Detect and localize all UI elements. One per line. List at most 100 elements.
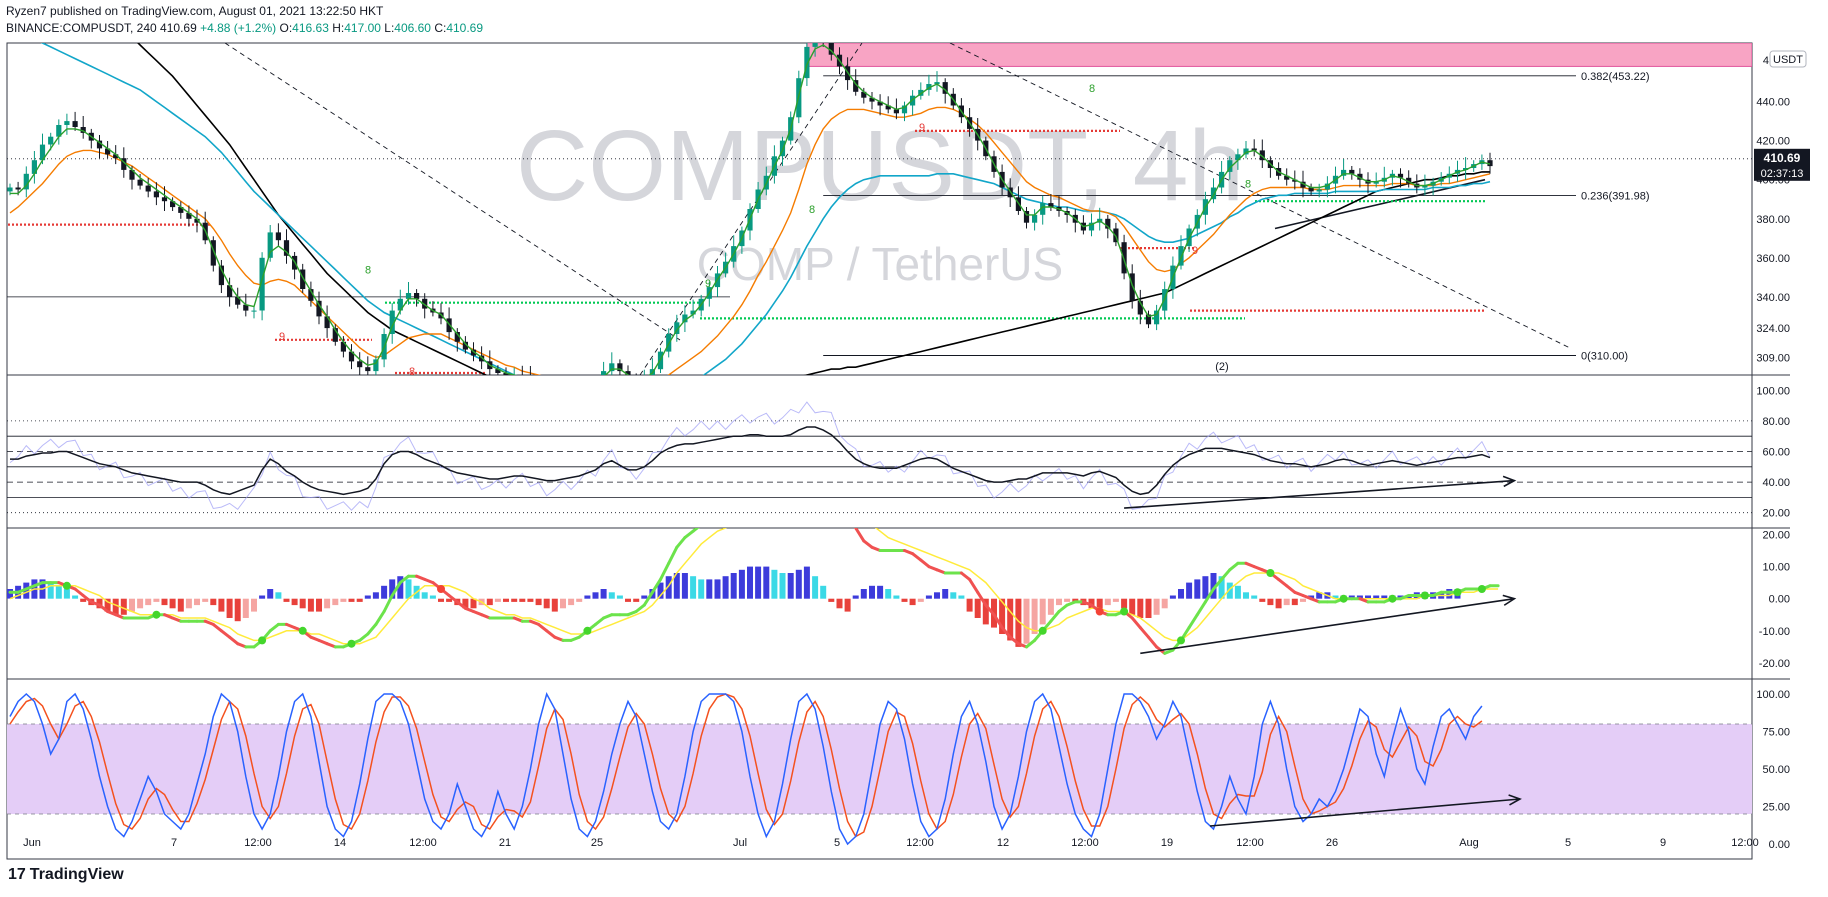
candle-body	[544, 383, 549, 385]
candle-body	[7, 187, 13, 192]
candle-body	[804, 46, 810, 79]
macd-histogram-bar	[1153, 598, 1160, 615]
macd-line-segment	[398, 574, 410, 585]
macd-cross-dot	[1266, 569, 1275, 577]
macd-histogram-bar	[202, 598, 209, 602]
ema-green-line	[10, 44, 1491, 375]
macd-histogram-bar	[503, 598, 509, 602]
macd-histogram-bar	[925, 595, 932, 599]
macd-histogram-bar	[1112, 598, 1119, 602]
macd-line-segment	[659, 561, 671, 581]
candle-body	[340, 341, 346, 352]
macd-histogram-bar	[958, 595, 965, 599]
macd-histogram-bar	[194, 598, 200, 606]
candle-body	[1129, 273, 1135, 301]
symbol-name: BINANCE:COMPUSDT, 240	[6, 21, 157, 35]
macd-cross-dot	[1453, 588, 1462, 597]
y-tick-label: 25.00	[1762, 802, 1790, 814]
price-pane[interactable]: 0.382(453.22) 0.236(391.98) 0(310.00) 8 8 8 9 8…	[7, 0, 1752, 404]
candle-body	[470, 349, 477, 356]
candle-body	[528, 377, 533, 379]
candle-body	[1300, 181, 1306, 188]
candle-body	[910, 95, 916, 106]
macd-histogram-bar	[860, 589, 867, 599]
candle-body	[625, 371, 631, 375]
candle-body	[942, 82, 948, 94]
sequential-count-label: 8	[409, 366, 415, 378]
sequential-count-label: 9	[705, 278, 711, 290]
macd-histogram-bar	[999, 598, 1006, 634]
macd-histogram-bar	[1104, 598, 1111, 606]
macd-line-segment	[447, 594, 459, 604]
candle-body	[454, 332, 460, 342]
macd-line-segment	[675, 536, 687, 549]
candle-body	[479, 355, 485, 362]
candle-body	[495, 369, 501, 373]
macd-histogram-bar	[397, 576, 404, 599]
rsi-pane[interactable]	[7, 401, 1752, 514]
macd-histogram-bar	[1300, 598, 1306, 602]
macd-cross-dot	[583, 626, 592, 635]
y-tick-label: 340.00	[1756, 292, 1790, 304]
macd-histogram-bar	[145, 598, 152, 606]
macd-histogram-bar	[1234, 585, 1241, 599]
macd-histogram-bar	[1039, 598, 1046, 625]
candle-body	[1259, 150, 1265, 161]
macd-histogram-bar	[690, 576, 697, 599]
macd-histogram-bar	[1145, 598, 1152, 618]
macd-histogram-bar	[1121, 598, 1128, 609]
x-tick-label: Jun	[23, 837, 41, 849]
candle-body	[1235, 154, 1241, 161]
macd-histogram-bar	[909, 598, 916, 606]
y-tick-label: 440.00	[1756, 97, 1790, 109]
macd-histogram-bar	[23, 582, 30, 599]
x-tick-label: 7	[171, 837, 177, 849]
trendline-dashed	[224, 43, 681, 341]
top-edge-label: 4	[1763, 55, 1769, 67]
stoch-pane[interactable]	[7, 691, 1752, 846]
macd-histogram-bar	[771, 569, 778, 599]
macd-line-segment	[691, 528, 700, 533]
macd-histogram-bar	[389, 579, 396, 599]
currency-label: USDT	[1773, 54, 1803, 66]
candle-body	[153, 191, 159, 198]
candle-body	[64, 121, 70, 125]
tradingview-brand[interactable]: 17 TradingView	[8, 866, 124, 884]
candle-body	[1406, 177, 1412, 184]
macd-histogram-bar	[917, 598, 924, 602]
macd-histogram-bar	[633, 598, 640, 602]
macd-pane[interactable]	[7, 470, 1517, 655]
macd-line-segment	[807, 470, 815, 473]
candle-body	[332, 328, 338, 342]
macd-line-segment	[862, 539, 874, 549]
macd-line-segment	[959, 571, 972, 581]
macd-histogram-bar	[356, 598, 363, 602]
candle-body	[161, 197, 168, 202]
candle-body	[1243, 148, 1249, 155]
macd-histogram-bar	[942, 589, 949, 599]
macd-histogram-bar	[608, 592, 615, 599]
candle-body	[259, 257, 265, 311]
macd-cross-dot	[1420, 591, 1429, 600]
supply-zone	[806, 43, 1752, 67]
macd-histogram-bar	[730, 573, 737, 599]
macd-line-segment	[750, 489, 758, 496]
candle-body	[885, 105, 891, 110]
macd-histogram-bar	[828, 598, 835, 602]
watermark-subtitle: COMP / TetherUS	[697, 238, 1063, 290]
price-change: +4.88 (+1.2%)	[200, 21, 277, 35]
macd-histogram-bar	[1064, 598, 1071, 602]
macd-cross-dot	[1120, 607, 1129, 616]
macd-line-segment	[1228, 561, 1240, 572]
macd-histogram-bar	[584, 595, 591, 599]
macd-histogram-bar	[1365, 595, 1371, 599]
macd-line-segment	[1187, 613, 1199, 630]
x-tick-label: 12	[997, 837, 1009, 849]
candle-body	[80, 127, 86, 133]
macd-histogram-bar	[1137, 598, 1144, 618]
candle-body	[1210, 187, 1217, 200]
macd-histogram-bar	[1316, 592, 1323, 599]
candle-body	[821, 39, 826, 43]
macd-line-segment	[228, 635, 240, 646]
